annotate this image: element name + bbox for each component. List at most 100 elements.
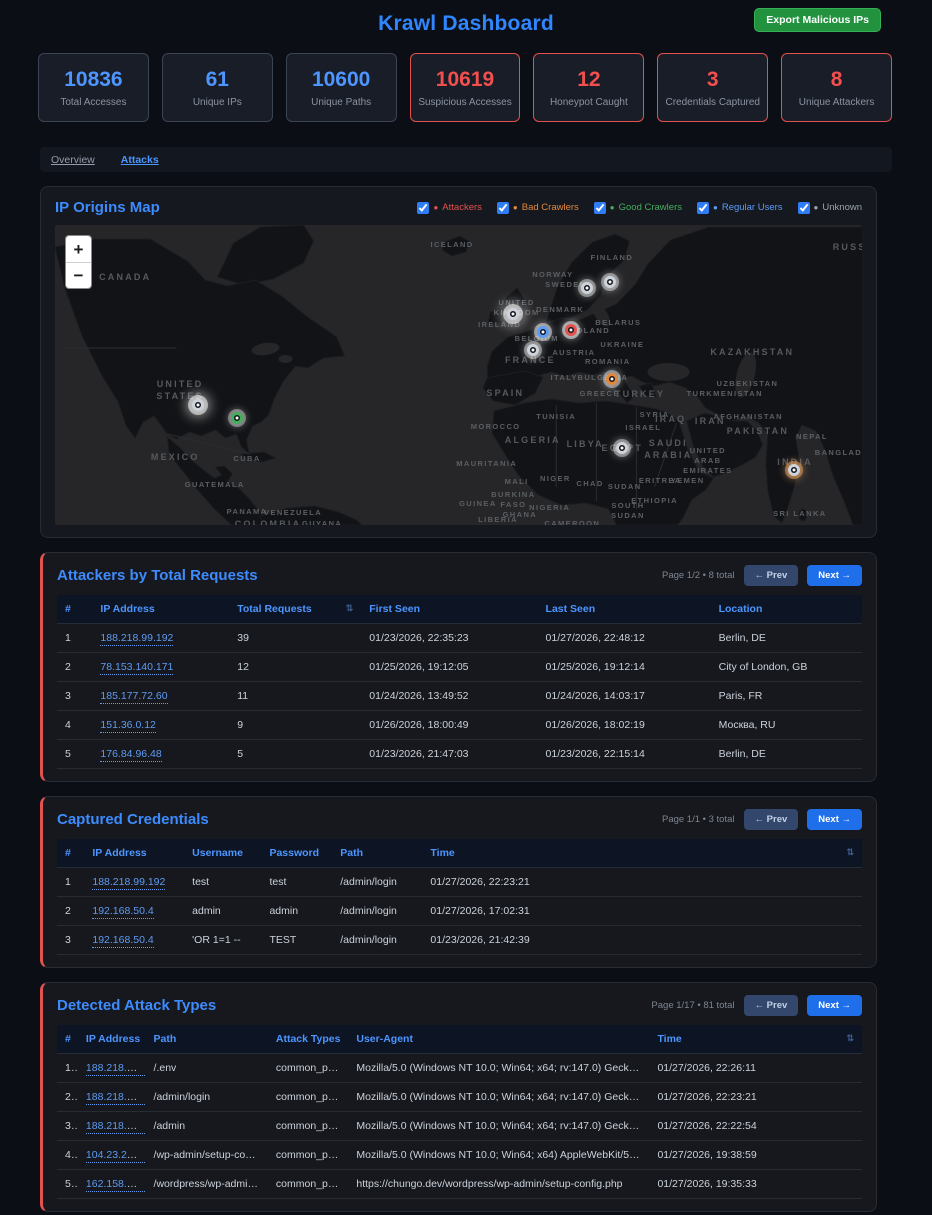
ip-address-link[interactable]: 188.218.99.192 xyxy=(92,876,166,890)
map-zoom-out-button[interactable]: − xyxy=(66,262,91,288)
column-header-username[interactable]: Username xyxy=(184,839,262,868)
map-marker[interactable] xyxy=(605,372,618,385)
ip-address-link[interactable]: 188.218.99.192 xyxy=(85,1120,146,1134)
column-header-time[interactable]: Time ⇅ xyxy=(422,839,862,868)
legend-dot-icon: ● xyxy=(512,202,518,212)
page-title: Krawl Dashboard xyxy=(378,12,554,35)
map-marker[interactable] xyxy=(526,344,539,357)
ip-address-link[interactable]: 176.84.96.48 xyxy=(100,748,162,762)
table-cell: Mozilla/5.0 (Windows NT 10.0; Win64; x64… xyxy=(348,1111,650,1141)
column-header-path[interactable]: Path xyxy=(145,1025,268,1054)
legend-checkbox[interactable] xyxy=(417,201,430,214)
map-marker[interactable] xyxy=(580,282,593,294)
map-marker[interactable] xyxy=(191,399,204,411)
next-page-button[interactable]: Next → xyxy=(807,809,862,830)
table-cell: 5 xyxy=(57,1169,78,1199)
next-page-button[interactable]: Next → xyxy=(807,565,862,586)
table-cell: /.env xyxy=(145,1053,268,1083)
map-title: IP Origins Map xyxy=(55,199,160,216)
ip-address-link[interactable]: 188.218.99.192 xyxy=(85,1062,146,1076)
ip-address-link[interactable]: 192.168.50.4 xyxy=(92,934,154,948)
legend-item-regular-users[interactable]: ● Regular Users xyxy=(696,201,783,214)
column-header-total-requests[interactable]: Total Requests ⇅ xyxy=(229,595,362,624)
legend-checkbox[interactable] xyxy=(496,201,509,214)
table-row: 5 176.84.96.48 5 01/23/2026, 21:47:03 01/23/… xyxy=(57,739,862,769)
table-cell: 3 xyxy=(57,681,93,711)
ip-address-link[interactable]: 192.168.50.4 xyxy=(92,905,154,919)
column-header-location[interactable]: Location xyxy=(710,595,862,624)
legend-checkbox[interactable] xyxy=(696,201,709,214)
column-header-ip-address[interactable]: IP Address xyxy=(92,595,230,624)
column-header--[interactable]: # xyxy=(57,839,85,868)
table-cell: 01/25/2026, 19:12:05 xyxy=(361,652,538,682)
ip-address-link[interactable]: 188.218.99.192 xyxy=(100,632,174,646)
column-header-attack-types[interactable]: Attack Types xyxy=(267,1025,349,1054)
ip-address-link[interactable]: 162.158.182.104 xyxy=(85,1178,146,1192)
ip-address-cell: 188.218.99.192 xyxy=(77,1082,146,1112)
table-cell: /admin/login xyxy=(332,867,423,897)
column-header-ip-address[interactable]: IP Address xyxy=(77,1025,146,1054)
tab-attacks[interactable]: Attacks xyxy=(120,153,159,166)
column-header-first-seen[interactable]: First Seen xyxy=(361,595,538,624)
table-cell: 3 xyxy=(57,1111,78,1141)
sort-icon[interactable]: ⇅ xyxy=(846,1033,854,1043)
table-cell: common_probes xyxy=(267,1111,349,1141)
attackers-section-header: Attackers by Total Requests Page 1/2 • 8… xyxy=(57,565,862,586)
table-cell: 2 xyxy=(57,1082,78,1112)
column-header-last-seen[interactable]: Last Seen xyxy=(537,595,711,624)
column-header--[interactable]: # xyxy=(57,595,93,624)
sort-icon[interactable]: ⇅ xyxy=(846,847,854,857)
legend-label: Bad Crawlers xyxy=(521,202,579,213)
legend-checkbox[interactable] xyxy=(797,201,810,214)
ip-address-link[interactable]: 188.218.99.192 xyxy=(85,1091,146,1105)
column-header-ip-address[interactable]: IP Address xyxy=(84,839,185,868)
sort-icon[interactable]: ⇅ xyxy=(345,603,354,613)
legend-label: Regular Users xyxy=(721,202,783,213)
prev-page-button[interactable]: ← Prev xyxy=(743,995,799,1016)
export-malicious-ips-button[interactable]: Export Malicious IPs xyxy=(754,8,881,32)
legend-item-unknown[interactable]: ● Unknown xyxy=(797,201,862,214)
table-cell: /admin/login xyxy=(332,896,423,926)
ip-address-cell: 188.218.99.192 xyxy=(84,867,185,897)
column-header-path[interactable]: Path xyxy=(332,839,423,868)
attack-types-pagination: Page 1/17 • 81 total ← Prev Next → xyxy=(651,995,862,1016)
next-page-button[interactable]: Next → xyxy=(807,995,862,1016)
tab-overview[interactable]: Overview xyxy=(51,153,95,166)
attackers-section-title: Attackers by Total Requests xyxy=(57,567,258,584)
ip-address-cell: 104.23.223.128 xyxy=(77,1140,146,1170)
column-header-user-agent[interactable]: User-Agent xyxy=(348,1025,650,1054)
table-cell: Berlin, DE xyxy=(710,739,862,769)
map-zoom-in-button[interactable]: + xyxy=(66,236,91,262)
ip-address-link[interactable]: 185.177.72.60 xyxy=(100,690,168,704)
map-marker[interactable] xyxy=(537,326,550,339)
table-cell: Mozilla/5.0 (Windows NT 10.0; Win64; x64… xyxy=(348,1053,650,1083)
legend-dot-icon: ● xyxy=(813,202,819,212)
credentials-section: Captured Credentials Page 1/1 • 3 total … xyxy=(40,796,877,968)
legend-item-attackers[interactable]: ● Attackers xyxy=(417,201,482,214)
map-marker[interactable] xyxy=(788,464,801,477)
column-header--[interactable]: # xyxy=(57,1025,78,1054)
map-marker[interactable] xyxy=(616,441,629,454)
table-cell: Mozilla/5.0 (Windows NT 10.0; Win64; x64… xyxy=(348,1082,650,1112)
map-marker[interactable] xyxy=(604,276,617,288)
legend-checkbox[interactable] xyxy=(593,201,606,214)
table-cell: common_probes xyxy=(267,1169,349,1199)
ip-address-cell: 192.168.50.4 xyxy=(84,925,185,955)
map-marker[interactable] xyxy=(507,308,520,321)
ip-address-link[interactable]: 104.23.223.128 xyxy=(85,1149,146,1163)
column-header-password[interactable]: Password xyxy=(261,839,333,868)
table-cell: 01/27/2026, 22:22:54 xyxy=(649,1111,862,1141)
legend-item-bad-crawlers[interactable]: ● Bad Crawlers xyxy=(496,201,579,214)
ip-address-link[interactable]: 151.36.0.12 xyxy=(100,719,156,733)
map-marker[interactable] xyxy=(231,411,244,424)
table-cell: Paris, FR xyxy=(710,681,862,711)
prev-page-button[interactable]: ← Prev xyxy=(743,809,799,830)
legend-label: Good Crawlers xyxy=(618,202,682,213)
legend-item-good-crawlers[interactable]: ● Good Crawlers xyxy=(593,201,682,214)
stat-label: Unique Attackers xyxy=(798,96,875,108)
map-marker[interactable] xyxy=(564,324,577,336)
world-map[interactable]: + − CANADA UNITED STATES MEXICO CUBA GUATEMA… xyxy=(55,225,862,525)
column-header-time[interactable]: Time ⇅ xyxy=(649,1025,862,1054)
prev-page-button[interactable]: ← Prev xyxy=(743,565,799,586)
ip-address-link[interactable]: 78.153.140.171 xyxy=(100,661,174,675)
